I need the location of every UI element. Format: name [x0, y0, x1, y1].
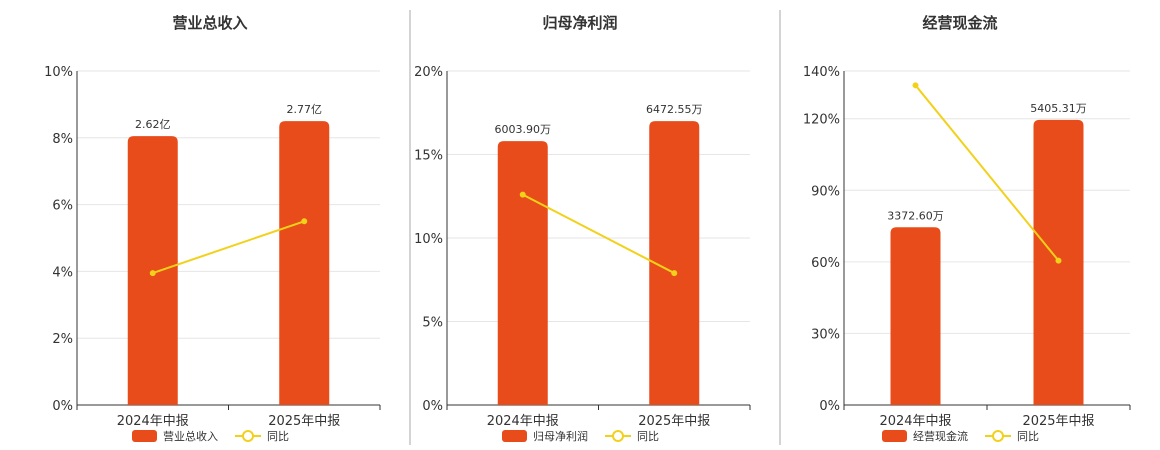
legend-bar-swatch: [132, 430, 157, 442]
legend-line-marker: [612, 430, 624, 442]
legend-line-label: 同比: [1017, 430, 1039, 443]
legend-line-label: 同比: [267, 430, 289, 443]
bar-data-label: 5405.31万: [1030, 102, 1087, 115]
y-tick-label: 0%: [819, 399, 840, 414]
bar-data-label: 2.62亿: [135, 118, 171, 131]
x-category-label: 2025年中报: [1022, 414, 1094, 429]
legend-line-marker: [242, 430, 254, 442]
y-tick-label: 10%: [414, 232, 443, 247]
yoy-line: [522, 193, 675, 274]
bar: [890, 227, 941, 405]
legend-bar-label: 归母净利润: [533, 429, 588, 443]
y-tick-label: 10%: [44, 65, 73, 80]
chart-title: 归母净利润: [542, 14, 617, 32]
bar: [279, 121, 330, 405]
x-category-label: 2024年中报: [487, 414, 559, 429]
y-tick-label: 30%: [811, 327, 840, 342]
bar-data-label: 6003.90万: [495, 123, 552, 136]
y-tick-label: 15%: [414, 149, 443, 164]
legend-bar-swatch: [882, 430, 907, 442]
y-tick-label: 8%: [52, 132, 73, 147]
y-tick-label: 4%: [52, 265, 73, 280]
bar: [649, 121, 700, 405]
bar-data-label: 2.77亿: [287, 103, 323, 116]
yoy-point: [301, 218, 308, 225]
bar-data-label: 3372.60万: [887, 209, 944, 222]
yoy-point: [912, 82, 919, 89]
y-tick-label: 60%: [811, 256, 840, 271]
x-category-label: 2025年中报: [268, 414, 340, 429]
y-tick-label: 0%: [422, 399, 443, 414]
y-tick-label: 20%: [414, 65, 443, 80]
y-tick-label: 2%: [52, 332, 73, 347]
yoy-point: [149, 270, 156, 277]
legend-bar-swatch: [502, 430, 527, 442]
bar: [497, 141, 548, 405]
yoy-line: [914, 84, 1060, 262]
y-tick-label: 90%: [811, 184, 840, 199]
chart-title: 经营现金流: [922, 14, 997, 32]
legend-line-marker: [992, 430, 1004, 442]
legend-line-label: 同比: [637, 430, 659, 443]
y-tick-label: 6%: [52, 199, 73, 214]
yoy-line: [152, 220, 305, 275]
bar-data-label: 6472.55万: [646, 103, 703, 116]
y-tick-label: 0%: [52, 399, 73, 414]
y-tick-label: 140%: [803, 65, 840, 80]
yoy-point: [1055, 257, 1062, 264]
legend-bar-label: 经营现金流: [913, 429, 968, 443]
x-category-label: 2025年中报: [638, 414, 710, 429]
y-tick-label: 120%: [803, 113, 840, 128]
yoy-point: [519, 191, 526, 198]
yoy-point: [671, 270, 678, 277]
x-category-label: 2024年中报: [117, 414, 189, 429]
chart-title: 营业总收入: [172, 14, 247, 32]
x-category-label: 2024年中报: [879, 414, 951, 429]
y-tick-label: 5%: [422, 316, 443, 331]
legend-bar-label: 营业总收入: [163, 429, 218, 443]
